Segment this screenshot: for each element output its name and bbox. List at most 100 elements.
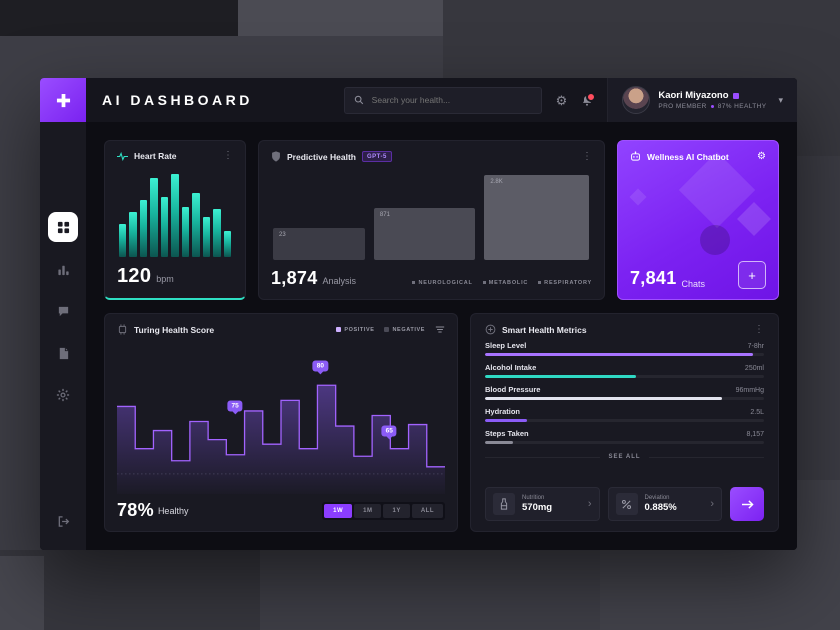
user-profile[interactable]: Kaori Miyazono PRO MEMBER 87% HEALTHY ▾ xyxy=(608,78,797,122)
divider-line xyxy=(648,456,764,458)
sidebar xyxy=(40,122,86,550)
deviation-tile[interactable]: Deviation 0.885% › xyxy=(607,487,722,521)
predictive-tags: NEUROLOGICAL METABOLIC RESPIRATORY xyxy=(412,280,592,286)
predictive-block: 23 xyxy=(273,227,365,260)
arrow-right-icon xyxy=(741,499,754,509)
background-tile xyxy=(238,0,443,36)
analysis-unit: Analysis xyxy=(322,276,357,286)
metric-label: Alcohol Intake xyxy=(485,363,537,372)
predictive-blocks: 23 871 2.8K xyxy=(273,170,590,260)
filter-icon[interactable] xyxy=(435,325,445,334)
metric-row: Blood Pressure 96mmHg xyxy=(485,385,764,400)
metric-progress-fill xyxy=(485,353,753,356)
heart-rate-bar xyxy=(150,177,158,257)
chatbot-gear-icon[interactable]: ⚙ xyxy=(757,150,766,162)
sidebar-logout[interactable] xyxy=(48,506,78,536)
deviation-icon xyxy=(615,493,638,515)
card-title: Heart Rate xyxy=(134,151,177,161)
metric-value: 96mmHg xyxy=(735,387,764,394)
metric-label: Sleep Level xyxy=(485,341,527,350)
metric-row: Sleep Level 7-8hr xyxy=(485,341,764,356)
nutrition-tile[interactable]: Nutrition 570mg › xyxy=(485,487,600,521)
heart-rate-bar xyxy=(119,224,127,257)
see-all-link[interactable]: SEE ALL xyxy=(608,454,641,460)
search-bar[interactable] xyxy=(343,86,542,114)
range-button-1m[interactable]: 1M xyxy=(354,503,382,518)
predictive-health-card: Predictive Health GPT-5 ⋮ 23 871 2.8K 1,87… xyxy=(258,140,605,300)
divider-line xyxy=(485,456,601,458)
metric-label: Steps Taken xyxy=(485,429,529,438)
kebab-menu-icon[interactable]: ⋮ xyxy=(754,323,764,335)
range-button-1w[interactable]: 1W xyxy=(324,503,353,518)
heart-rate-bar xyxy=(139,200,148,257)
chevron-down-icon[interactable]: ▾ xyxy=(778,94,783,105)
category-tag: METABOLIC xyxy=(483,280,528,286)
gpt5-badge: GPT-5 xyxy=(361,151,392,162)
wellness-chatbot-card[interactable]: Wellness AI Chatbot ⚙ 7,841 Chats + xyxy=(617,140,779,300)
metric-progress-fill xyxy=(485,441,513,444)
turing-score-card: Turing Health Score POSITIVE NEGATIVE xyxy=(104,313,458,532)
document-icon xyxy=(59,347,68,359)
heart-rate-bar xyxy=(192,193,200,257)
settings-gear-icon[interactable]: ⚙ xyxy=(555,92,568,108)
chatbot-add-button[interactable]: + xyxy=(738,261,766,289)
app-logo[interactable] xyxy=(40,78,86,122)
decor-circle xyxy=(700,225,730,255)
card-title: Turing Health Score xyxy=(134,324,215,335)
app-header: AI DASHBOARD ⚙ Kaori Miyazono xyxy=(40,78,797,122)
sidebar-item-analytics[interactable] xyxy=(48,254,78,284)
metric-progress-track xyxy=(485,419,764,422)
notifications-bell-icon[interactable] xyxy=(581,91,597,107)
kebab-menu-icon[interactable]: ⋮ xyxy=(223,150,233,161)
logout-icon xyxy=(58,515,69,527)
forward-arrow-button[interactable] xyxy=(730,487,764,521)
user-health: 87% HEALTHY xyxy=(717,103,767,110)
metric-progress-track xyxy=(485,353,764,356)
sidebar-item-reports[interactable] xyxy=(48,338,78,368)
score-marker: 65 xyxy=(381,425,397,437)
turing-step-chart: 75 80 65 xyxy=(117,343,445,494)
card-title: Smart Health Metrics xyxy=(502,324,587,335)
heart-rate-bar xyxy=(129,212,137,257)
heart-rate-bar xyxy=(223,231,231,257)
metric-row: Steps Taken 8,157 xyxy=(485,429,764,444)
analysis-value: 1,874 xyxy=(271,268,318,288)
stat-label: Deviation xyxy=(644,495,670,501)
stat-value: 570mg xyxy=(522,502,553,513)
grid-icon xyxy=(57,221,69,233)
heart-rate-card: Heart Rate ⋮ 120 bpm xyxy=(104,140,246,300)
stat-value: 0.885% xyxy=(644,502,677,513)
range-button-all[interactable]: ALL xyxy=(411,503,443,518)
main-content: Heart Rate ⋮ 120 bpm Predict xyxy=(86,122,797,550)
meta-dot xyxy=(710,105,714,108)
kebab-menu-icon[interactable]: ⋮ xyxy=(582,150,592,162)
heart-rate-bars xyxy=(119,171,231,257)
search-input[interactable] xyxy=(369,94,532,106)
avatar xyxy=(622,86,651,114)
chat-icon xyxy=(58,306,68,316)
health-badge-icon xyxy=(485,324,496,335)
plus-logo-icon xyxy=(56,93,70,107)
heart-rate-bar xyxy=(171,174,179,257)
header-divider xyxy=(607,78,609,122)
category-tag: RESPIRATORY xyxy=(538,280,592,286)
smart-metrics-card: Smart Health Metrics ⋮ Sleep Level 7-8hr A… xyxy=(470,313,779,532)
metric-value: 8,157 xyxy=(746,431,764,438)
legend-negative: NEGATIVE xyxy=(384,327,425,333)
sidebar-item-dashboard[interactable] xyxy=(48,212,78,242)
metric-value: 250ml xyxy=(744,365,764,372)
gear-icon xyxy=(56,388,70,402)
metric-row: Hydration 2.5L xyxy=(485,407,764,422)
sidebar-item-settings[interactable] xyxy=(48,380,78,410)
metric-value: 2.5L xyxy=(750,409,764,416)
range-button-1y[interactable]: 1Y xyxy=(383,503,410,518)
background-tile xyxy=(0,556,44,630)
step-chart-svg xyxy=(117,343,445,494)
heart-rate-bar xyxy=(202,217,211,257)
sidebar-item-messages[interactable] xyxy=(48,296,78,326)
shield-icon xyxy=(272,151,280,162)
predictive-block: 2.8K xyxy=(484,174,589,260)
metric-row: Alcohol Intake 250ml xyxy=(485,363,764,378)
page-title: AI DASHBOARD xyxy=(102,92,253,108)
decor-diamond xyxy=(678,151,756,229)
